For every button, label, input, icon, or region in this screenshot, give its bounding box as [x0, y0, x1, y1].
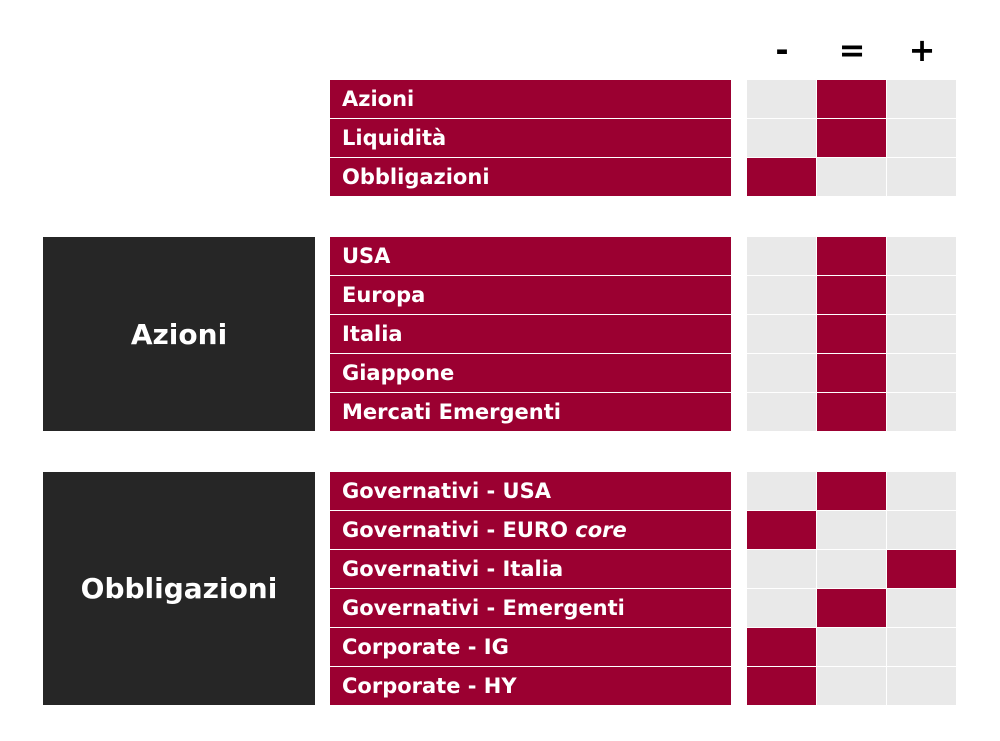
rating-cell-plus	[887, 589, 956, 627]
table-row: Governativi - Emergenti	[0, 589, 1000, 628]
table-row: Governativi - USA	[0, 472, 1000, 511]
rating-cell-equal	[817, 276, 886, 314]
group-label-obbligazioni: Obbligazioni	[43, 472, 315, 705]
row-label: Corporate - HY	[330, 667, 731, 705]
rating-cell-plus	[887, 393, 956, 431]
rating-cell-plus	[887, 628, 956, 666]
table-row: Governativi - Italia	[0, 550, 1000, 589]
rating-cell-plus	[887, 237, 956, 275]
rating-cell-minus	[747, 393, 816, 431]
table-row: Corporate - IG	[0, 628, 1000, 667]
rating-cell-plus	[887, 276, 956, 314]
rating-cell-minus	[747, 80, 816, 118]
table-row: USA	[0, 237, 1000, 276]
row-label: Obbligazioni	[330, 158, 731, 196]
rating-cell-minus	[747, 354, 816, 392]
rating-cell-plus	[887, 80, 956, 118]
table-row: Azioni	[0, 80, 1000, 119]
rating-cell-plus	[887, 158, 956, 196]
rating-cell-minus	[747, 276, 816, 314]
rating-cell-minus	[747, 667, 816, 705]
rating-cell-minus	[747, 158, 816, 196]
rating-cell-equal	[817, 589, 886, 627]
table-row: Mercati Emergenti	[0, 393, 1000, 432]
rating-cell-equal	[817, 511, 886, 549]
row-label: Giappone	[330, 354, 731, 392]
rating-cell-minus	[747, 315, 816, 353]
rating-cell-minus	[747, 550, 816, 588]
table-row: Obbligazioni	[0, 158, 1000, 197]
rating-cell-equal	[817, 315, 886, 353]
rating-cell-equal	[817, 237, 886, 275]
rating-cell-plus	[887, 511, 956, 549]
rating-cell-minus	[747, 628, 816, 666]
column-header-equal: =	[838, 31, 866, 69]
rating-cell-plus	[887, 315, 956, 353]
row-label: Europa	[330, 276, 731, 314]
row-label: Mercati Emergenti	[330, 393, 731, 431]
rating-cell-minus	[747, 511, 816, 549]
rating-cell-equal	[817, 550, 886, 588]
table-row: Giappone	[0, 354, 1000, 393]
table-row: Liquidità	[0, 119, 1000, 158]
row-label: Governativi - USA	[330, 472, 731, 510]
row-label: Italia	[330, 315, 731, 353]
rating-cell-plus	[887, 472, 956, 510]
rating-cell-minus	[747, 589, 816, 627]
rating-cell-equal	[817, 158, 886, 196]
rating-cell-equal	[817, 667, 886, 705]
rating-cell-equal	[817, 119, 886, 157]
row-label: USA	[330, 237, 731, 275]
rating-cell-equal	[817, 80, 886, 118]
rating-cell-equal	[817, 393, 886, 431]
group-label-azioni: Azioni	[43, 237, 315, 431]
column-header-plus: +	[908, 31, 936, 69]
row-label: Liquidità	[330, 119, 731, 157]
row-label: Corporate - IG	[330, 628, 731, 666]
rating-cell-minus	[747, 119, 816, 157]
rating-cell-plus	[887, 354, 956, 392]
row-label: Governativi - EURO core	[330, 511, 731, 549]
table-row: Governativi - EURO core	[0, 511, 1000, 550]
rating-cell-minus	[747, 237, 816, 275]
column-header-minus: -	[775, 31, 789, 69]
row-label: Governativi - Italia	[330, 550, 731, 588]
rating-cell-plus	[887, 119, 956, 157]
rating-cell-minus	[747, 472, 816, 510]
rating-cell-equal	[817, 472, 886, 510]
row-label: Governativi - Emergenti	[330, 589, 731, 627]
rating-cell-equal	[817, 354, 886, 392]
rating-cell-equal	[817, 628, 886, 666]
table-row: Europa	[0, 276, 1000, 315]
table-row: Corporate - HY	[0, 667, 1000, 706]
table-row: Italia	[0, 315, 1000, 354]
row-label-emphasis: core	[575, 518, 627, 542]
rating-cell-plus	[887, 550, 956, 588]
row-label: Azioni	[330, 80, 731, 118]
rating-cell-plus	[887, 667, 956, 705]
